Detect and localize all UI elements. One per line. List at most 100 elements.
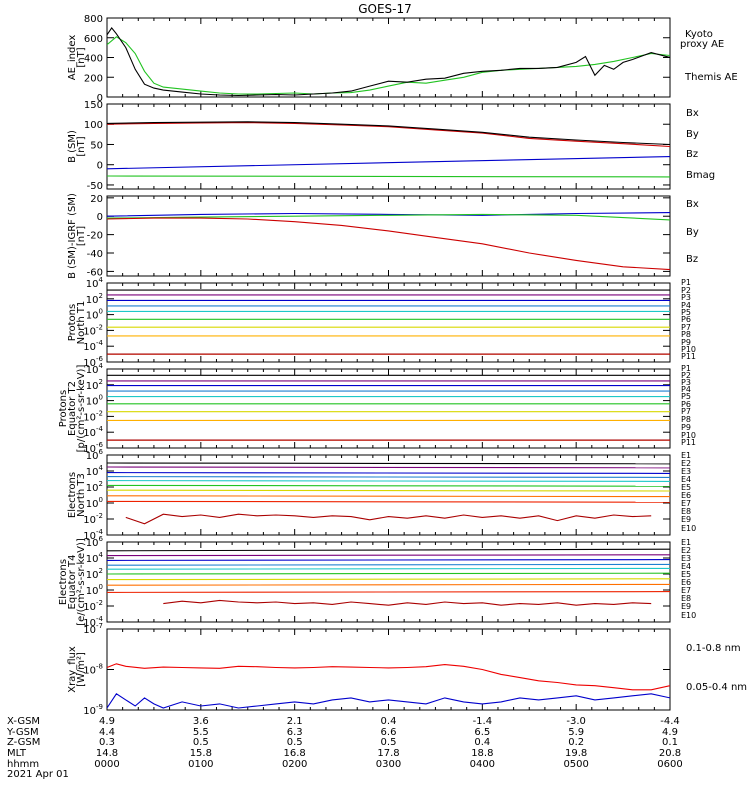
- panel-6-series-e4: [107, 563, 670, 566]
- panel-5-ytick-label: 102: [86, 480, 103, 494]
- panel-4-legend-item: P6: [681, 400, 691, 409]
- panel-4-ytick-label: 104: [86, 362, 104, 376]
- panel-0-ytick-label: 600: [84, 34, 103, 45]
- panel-6-ytick-label: 10-2: [83, 599, 103, 613]
- panel-4-legend-item: P7: [681, 407, 691, 416]
- panel-3-ytick-label: 100: [86, 308, 103, 322]
- panel-0-legend-item: proxy AE: [680, 39, 724, 50]
- panel-2-frame: [106, 195, 671, 277]
- panel-1-ylabel: B (SM): [67, 130, 78, 163]
- panel-3-legend-item: P6: [681, 315, 691, 324]
- panel-3-legend-item: P1: [681, 278, 691, 287]
- panel-0-ytick-label: 400: [84, 54, 103, 65]
- ephemeris-value: 0.1: [662, 737, 678, 748]
- panel-4-legend-item: P10: [681, 431, 696, 440]
- panel-3-ylabel: North T1: [76, 301, 87, 345]
- panel-6-legend-item: E1: [681, 538, 691, 547]
- panel-1-ylabel: [nT]: [76, 136, 87, 156]
- panel-6-ylabel: Electrons: [58, 559, 69, 605]
- panel-7-ylabel: Xray_flux: [67, 646, 78, 693]
- panel-5-series-e10: [125, 513, 652, 525]
- ephemeris-value: 0.4: [381, 716, 397, 727]
- ephemeris-value: 18.8: [471, 748, 493, 759]
- panel-6-series-e10: [163, 599, 652, 606]
- panel-6-ytick-label: 104: [86, 551, 104, 565]
- panel-5-series-e8: [107, 495, 670, 498]
- panel-0-series-themis-ae: [107, 26, 670, 97]
- panel-0-ylabel: AE_index: [67, 35, 78, 81]
- panel-6-series-e1: [107, 548, 670, 552]
- panel-1-ytick-label: 0: [97, 161, 103, 172]
- panel-3-ytick-label: 10-6: [83, 355, 103, 369]
- panel-5-legend-item: E1: [681, 451, 691, 460]
- panel-6-legend-item: E8: [681, 594, 691, 603]
- ephemeris-value: 5.5: [193, 727, 209, 738]
- ephemeris-value: 0400: [470, 759, 495, 770]
- panel-2-legend-item: Bx: [686, 199, 699, 210]
- panel-6-series-e9: [107, 591, 670, 593]
- panel-4-ytick-label: 10-2: [83, 409, 103, 423]
- panel-5-legend-item: E2: [681, 459, 691, 468]
- panel-1-legend-item: By: [686, 129, 699, 140]
- ephemeris-value: -1.4: [473, 716, 493, 727]
- panel-1-legend-item: Bz: [686, 149, 698, 160]
- panel-4-legend-item: P2: [681, 371, 691, 380]
- panel-6-series-e2: [107, 554, 670, 557]
- panel-6-ylabel: Equator T4: [67, 555, 78, 610]
- panel-2-ylabel: B (SM)-IGRF (SM): [67, 193, 78, 279]
- panel-7-series-0-1-0-8-nm: [107, 663, 670, 691]
- ephemeris-value: 3.6: [193, 716, 209, 727]
- panel-5-legend-item: E9: [681, 515, 691, 524]
- panel-5-legend-item: E8: [681, 507, 691, 516]
- panel-4-legend-item: P3: [681, 378, 691, 387]
- panel-4-legend-item: P11: [681, 438, 696, 447]
- panel-3-legend-item: P9: [681, 338, 691, 347]
- panel-4-legend-item: P9: [681, 423, 691, 432]
- panel-0-series-kyoto-proxy-ae: [107, 36, 670, 95]
- panel-6-series-e3: [107, 559, 670, 561]
- panel-7-ytick-label: 10-7: [83, 622, 103, 636]
- ephemeris-value: 0.3: [99, 737, 115, 748]
- panel-6-ytick-label: 10-4: [83, 615, 103, 629]
- panel-7-legend-item: 0.1-0.8 nm: [686, 643, 741, 654]
- panel-6-legend-item: E6: [681, 578, 691, 587]
- panel-1-series-bmag: [107, 121, 670, 146]
- panel-5-ytick-label: 104: [86, 464, 104, 478]
- panel-6-series-e6: [107, 572, 670, 575]
- ephemeris-value: 4.9: [662, 727, 678, 738]
- ephemeris-value: -4.4: [660, 716, 680, 727]
- ephemeris-value: -3.0: [566, 716, 586, 727]
- panel-2-legend-item: Bz: [686, 254, 698, 265]
- panel-4-ytick-label: 102: [86, 378, 103, 392]
- panel-6-frame: [106, 541, 671, 623]
- panel-2-legend-item: By: [686, 227, 699, 238]
- ephemeris-row-label: hhmm: [7, 759, 39, 770]
- panel-5-legend-item: E7: [681, 499, 691, 508]
- panel-3-legend-item: P10: [681, 345, 696, 354]
- ephemeris-value: 5.9: [568, 727, 584, 738]
- panel-3-ytick-label: 102: [86, 292, 103, 306]
- panel-4-legend-item: P4: [681, 385, 691, 394]
- panel-1-ytick-label: 50: [90, 140, 103, 151]
- panel-2-ylabel: [nT]: [76, 226, 87, 246]
- panel-3-legend-item: P7: [681, 323, 691, 332]
- panel-4-legend-item: P5: [681, 392, 691, 401]
- panel-6-legend-item: E7: [681, 586, 691, 595]
- panel-5-series-e2: [107, 466, 670, 469]
- date-label: 2021 Apr 01: [7, 769, 69, 780]
- ephemeris-row-label: X-GSM: [7, 716, 40, 727]
- panel-2-ytick-label: -20: [87, 231, 103, 242]
- panel-3-ytick-label: 10-2: [83, 323, 103, 337]
- ephemeris-value: 0.5: [381, 737, 397, 748]
- panel-6-legend-item: E5: [681, 570, 691, 579]
- panel-6-legend-item: E9: [681, 602, 691, 611]
- ephemeris-value: 0300: [376, 759, 401, 770]
- panel-4-ytick-label: 10-4: [83, 425, 103, 439]
- panel-4-legend-item: P8: [681, 415, 691, 424]
- panel-1-ytick-label: -50: [87, 181, 103, 192]
- panel-0-ytick-label: 0: [97, 93, 103, 104]
- panel-5-ylabel: Electrons: [67, 472, 78, 518]
- panel-0-legend-item: Themis AE: [684, 72, 738, 83]
- panel-6-legend-item: E4: [681, 562, 691, 571]
